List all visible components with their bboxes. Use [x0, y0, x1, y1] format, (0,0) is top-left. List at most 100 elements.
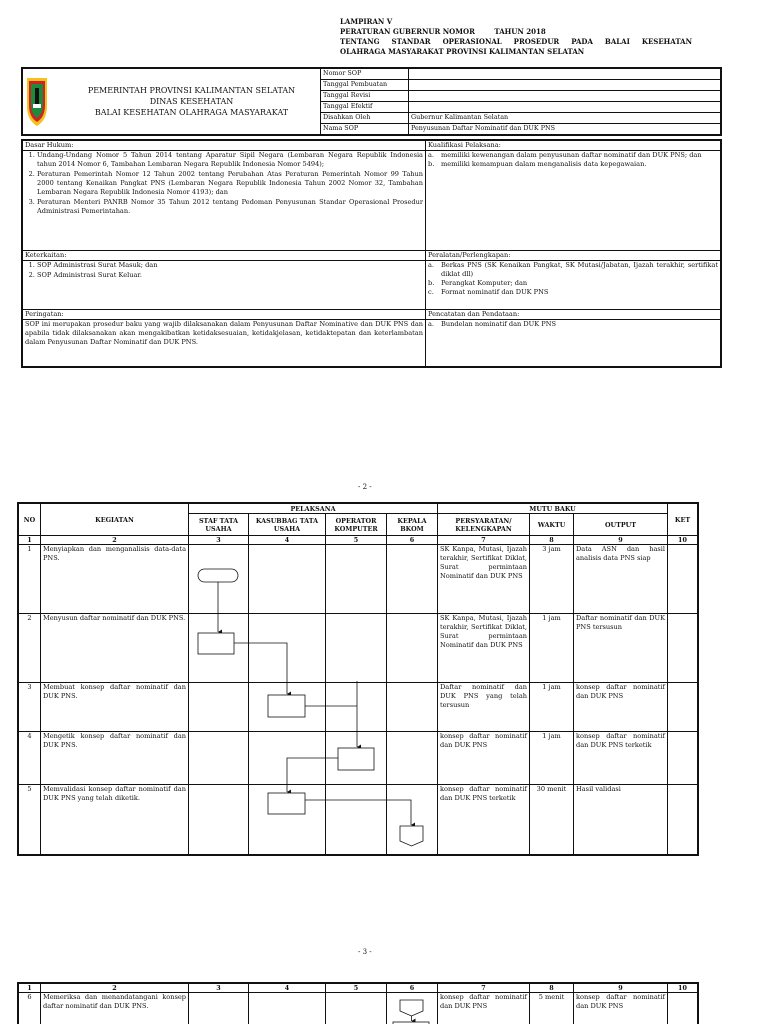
header-output: OUTPUT: [573, 513, 668, 536]
field-label: Nomor SOP: [320, 68, 409, 80]
header-actor: KEPALA BKOM: [386, 513, 438, 536]
equipment-item: b. Perangkat Komputer; dan: [428, 279, 528, 287]
output: konsep daftar nominatif dan DUK PNS: [573, 682, 668, 732]
header-line: OLAHRAGA MASYARAKAT PROVINSI KALIMANTAN …: [340, 47, 585, 56]
field-label: Tanggal Revisi: [320, 90, 409, 102]
remarks: [667, 992, 698, 1024]
pencatatan-content: a. Bundelan nominatif dan DUK PNS: [425, 319, 721, 367]
peralatan-content: a. Berkas PNS (SK Kenaikan Pangkat, SK Mu…: [425, 260, 721, 310]
related-sop-item: SOP Administrasi Surat Keluar.: [37, 271, 423, 280]
column-number: 3: [188, 535, 249, 545]
column-number: 3: [188, 983, 249, 993]
requirement: konsep daftar nominatif dan DUK PNS: [437, 731, 530, 785]
lane-staf-tu: [188, 544, 249, 614]
activity-description: Menyiapkan dan menganalisis data-data PN…: [40, 544, 189, 614]
qualification-item: b. memiliki kemampuan dalam menganalisis …: [428, 160, 647, 168]
field-value: Gubernur Kalimantan Selatan: [408, 112, 721, 124]
lane-kepala-bkom: [386, 784, 438, 855]
legal-basis-item: Undang-Undang Nomor 5 Tahun 2014 tentang…: [37, 152, 423, 170]
institution-name: PEMERINTAH PROVINSI KALIMANTAN SELATAN D…: [25, 85, 318, 118]
duration: 1 jam: [529, 613, 574, 683]
activity-row: 4 Mengetik konsep daftar nominatif dan DU…: [18, 731, 698, 785]
sop-info-table: Dasar Hukum: Kualifikasi Pelaksana: Unda…: [21, 139, 722, 368]
kualifikasi-title: Kualifikasi Pelaksana:: [425, 140, 721, 151]
activity-row: 1 Menyiapkan dan menganalisis data-data P…: [18, 544, 698, 614]
lane-kasubbag-tu: [248, 731, 326, 785]
remarks: [667, 544, 698, 614]
activity-description: Menyusun daftar nominatif dan DUK PNS.: [40, 613, 189, 683]
lane-kepala-bkom: [386, 992, 438, 1024]
requirement: SK Kanpa, Mutasi, Ijazah terakhir, Serti…: [437, 544, 530, 614]
lane-operator: [325, 992, 387, 1024]
lane-kasubbag-tu: [248, 613, 326, 683]
lane-kepala-bkom: [386, 682, 438, 732]
header-no: NO: [18, 503, 41, 536]
output: konsep daftar nominatif dan DUK PNS: [573, 992, 668, 1024]
column-number: 5: [325, 983, 387, 993]
lane-staf-tu: [188, 992, 249, 1024]
column-number: 6: [386, 535, 438, 545]
remarks: [667, 682, 698, 732]
institution-cell: PEMERINTAH PROVINSI KALIMANTAN SELATAN D…: [22, 68, 321, 135]
lane-kasubbag-tu: [248, 682, 326, 732]
field-label: Tanggal Efektif: [320, 101, 409, 113]
lane-staf-tu: [188, 731, 249, 785]
column-number-row: 1 2 3 4 5 6 7 8 9 10: [18, 535, 698, 545]
header-persyaratan: PERSYARATAN/ KELENGKAPAN: [437, 513, 530, 536]
field-label: Tanggal Pembuatan: [320, 79, 409, 91]
lane-staf-tu: [188, 784, 249, 855]
lane-operator: [325, 784, 387, 855]
activity-description: Memeriksa dan menandatangani konsep daft…: [40, 992, 189, 1024]
header-waktu: WAKTU: [529, 513, 574, 536]
provincial-logo: [25, 74, 49, 128]
column-number: 10: [667, 983, 698, 993]
dasar-hukum-content: Undang-Undang Nomor 5 Tahun 2014 tentang…: [22, 150, 426, 251]
page-number: - 2 -: [358, 483, 372, 491]
field-value: [408, 68, 721, 80]
dasar-hukum-title: Dasar Hukum:: [22, 140, 426, 151]
lane-operator: [325, 731, 387, 785]
record-item: a. Bundelan nominatif dan DUK PNS: [428, 320, 556, 329]
header-mutu-baku: MUTU BAKU: [437, 503, 668, 514]
column-number: 2: [40, 983, 189, 993]
requirement: konsep daftar nominatif dan DUK PNS terk…: [437, 784, 530, 855]
activity-no: 2: [18, 613, 41, 683]
field-value: Penyusunan Daftar Nominatif dan DUK PNS: [408, 123, 721, 135]
legal-basis-item: Peraturan Pemerintah Nomor 12 Tahun 2002…: [37, 170, 423, 197]
output: konsep daftar nominatif dan DUK PNS terk…: [573, 731, 668, 785]
output: Hasil validasi: [573, 784, 668, 855]
government-name: PEMERINTAH PROVINSI KALIMANTAN SELATAN: [87, 86, 296, 95]
lane-staf-tu: [188, 682, 249, 732]
remarks: [667, 613, 698, 683]
activity-row: 5 Memvalidasi konsep daftar nominatif dan…: [18, 784, 698, 855]
column-number: 10: [667, 535, 698, 545]
column-number: 2: [40, 535, 189, 545]
keterkaitan-content: SOP Administrasi Surat Masuk; dan SOP Ad…: [22, 260, 426, 310]
activity-description: Memvalidasi konsep daftar nominatif dan …: [40, 784, 189, 855]
agency-name: DINAS KESEHATAN: [149, 97, 234, 106]
activity-no: 4: [18, 731, 41, 785]
remarks: [667, 731, 698, 785]
lane-kasubbag-tu: [248, 992, 326, 1024]
lane-kepala-bkom: [386, 544, 438, 614]
activity-no: 1: [18, 544, 41, 614]
activity-row: 3 Membuat konsep daftar nominatif dan DUK…: [18, 682, 698, 732]
lane-operator: [325, 613, 387, 683]
duration: 5 menit: [529, 992, 574, 1024]
header-pelaksana: PELAKSANA: [188, 503, 438, 514]
activity-no: 6: [18, 992, 41, 1024]
header-line: TENTANG STANDAR OPERASIONAL PROSEDUR PAD…: [340, 37, 692, 46]
field-label: Nama SOP: [320, 123, 409, 135]
procedure-table: NO KEGIATAN PELAKSANA MUTU BAKU KET STAF…: [17, 502, 699, 856]
attachment-header: LAMPIRAN V PERATURAN GUBERNUR NOMOR TAHU…: [340, 17, 692, 57]
sop-identity-table: PEMERINTAH PROVINSI KALIMANTAN SELATAN D…: [21, 67, 722, 136]
column-number: 9: [573, 983, 668, 993]
requirement: SK Kanpa, Mutasi, Ijazah terakhir, Serti…: [437, 613, 530, 683]
header-actor: STAF TATA USAHA: [188, 513, 249, 536]
column-number: 8: [529, 535, 574, 545]
header-actor: KASUBBAG TATA USAHA: [248, 513, 326, 536]
column-number-row: 1 2 3 4 5 6 7 8 9 10: [18, 983, 698, 993]
requirement: konsep daftar nominatif dan DUK PNS: [437, 992, 530, 1024]
requirement: Daftar nominatif dan DUK PNS yang telah …: [437, 682, 530, 732]
